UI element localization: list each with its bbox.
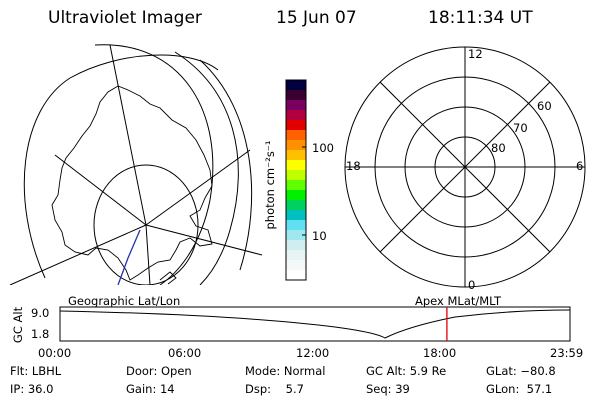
colorbar-tick-100: 100 xyxy=(312,141,334,155)
color-bar-cell xyxy=(286,120,306,131)
mlt-label-18: 18 xyxy=(346,159,361,173)
lat-circle xyxy=(94,44,214,285)
color-bar-cell xyxy=(286,130,306,141)
lat-circle xyxy=(199,59,253,271)
x-tick-1200: 12:00 xyxy=(296,346,330,360)
altitude-curve xyxy=(59,309,571,339)
mode-info: Mode: Normal xyxy=(245,364,326,378)
color-bar-cell xyxy=(286,180,306,191)
meridian xyxy=(145,224,151,285)
seq-info: Seq: 39 xyxy=(366,382,410,396)
color-bar-cell xyxy=(286,190,306,201)
x-tick-0600: 06:00 xyxy=(168,346,202,360)
mlt-label-0: 0 xyxy=(468,278,476,292)
mlt-label-12: 12 xyxy=(468,47,483,61)
geographic-label: Geographic Lat/Lon xyxy=(68,294,181,308)
meridian xyxy=(9,224,147,285)
ip-value: 36.0 xyxy=(27,382,54,396)
color-bar-cell xyxy=(286,140,306,151)
glat-info: GLat: −80.8 xyxy=(486,364,556,378)
color-bar-cell xyxy=(286,160,306,171)
coastline xyxy=(51,85,213,281)
timeline-frame xyxy=(59,306,571,342)
color-bar-cell xyxy=(286,210,306,221)
gain-value: 14 xyxy=(159,382,175,396)
gc-alt-info: GC Alt: 5.9 Re xyxy=(366,364,447,378)
lat-circle xyxy=(174,51,239,285)
geographic-map xyxy=(9,44,263,285)
mode-value: Normal xyxy=(283,364,326,378)
dsp-info: Dsp: 5.7 xyxy=(245,382,304,396)
door-info: Door: Open xyxy=(126,364,192,378)
apex-label: Apex MLat/MLT xyxy=(415,294,502,308)
filter-info: Flt: LBHL xyxy=(10,364,62,378)
color-bar-cell xyxy=(286,250,306,261)
lat-label-70: 70 xyxy=(513,121,528,135)
color-bar-cells xyxy=(286,80,306,281)
glat-value: −80.8 xyxy=(520,364,556,378)
meridian xyxy=(145,149,251,226)
color-bar-cell xyxy=(286,150,306,161)
instrument-title: Ultraviolet Imager xyxy=(48,8,202,28)
lat-label-60: 60 xyxy=(537,99,552,113)
gc-alt-axis-title: GC Alt xyxy=(11,306,25,344)
color-bar-cell xyxy=(286,270,306,281)
polar-mlt-plot xyxy=(344,46,586,288)
gc-alt-value: 5.9 Re xyxy=(409,364,447,378)
orbit-track xyxy=(117,229,141,285)
altitude-timeline xyxy=(59,306,571,342)
diag-2 xyxy=(379,81,551,253)
x-tick-1800: 18:00 xyxy=(423,346,457,360)
colorbar-unit-label: photon cm⁻²s⁻¹ xyxy=(263,140,277,230)
seq-value: 39 xyxy=(395,382,410,396)
color-bar-cell xyxy=(286,90,306,101)
mlt-label-6: 6 xyxy=(576,159,584,173)
time-label: 18:11:34 UT xyxy=(428,8,533,28)
gain-info: Gain: 14 xyxy=(126,382,175,396)
y-tick-9: 9.0 xyxy=(31,306,50,320)
color-bar-cell xyxy=(286,110,306,121)
y-tick-1.8: 1.8 xyxy=(31,327,50,341)
meridian xyxy=(109,44,147,226)
color-bar-cell xyxy=(286,80,306,91)
meridian xyxy=(54,154,147,226)
meridian xyxy=(145,224,263,256)
coastline xyxy=(159,271,177,285)
color-bar xyxy=(285,79,307,281)
lat-circle xyxy=(93,164,199,285)
color-bar-cell xyxy=(286,220,306,231)
limb-outline xyxy=(23,54,219,279)
color-bar-cell xyxy=(286,200,306,211)
color-bar-cell xyxy=(286,260,306,271)
glon-info: GLon: 57.1 xyxy=(486,382,553,396)
color-bar-cell xyxy=(286,230,306,241)
color-bar-cell xyxy=(286,240,306,251)
colorbar-tick-10: 10 xyxy=(312,229,327,243)
glon-value: 57.1 xyxy=(526,382,553,396)
x-tick-0000: 00:00 xyxy=(38,346,72,360)
dsp-value: 5.7 xyxy=(285,382,304,396)
color-bar-cell xyxy=(286,170,306,181)
filter-value: LBHL xyxy=(31,364,62,378)
door-value: Open xyxy=(160,364,192,378)
lat-label-80: 80 xyxy=(491,141,506,155)
date-label: 15 Jun 07 xyxy=(276,8,357,28)
color-bar-cell xyxy=(286,100,306,111)
ip-info: IP: 36.0 xyxy=(10,382,54,396)
x-tick-2359: 23:59 xyxy=(550,346,584,360)
